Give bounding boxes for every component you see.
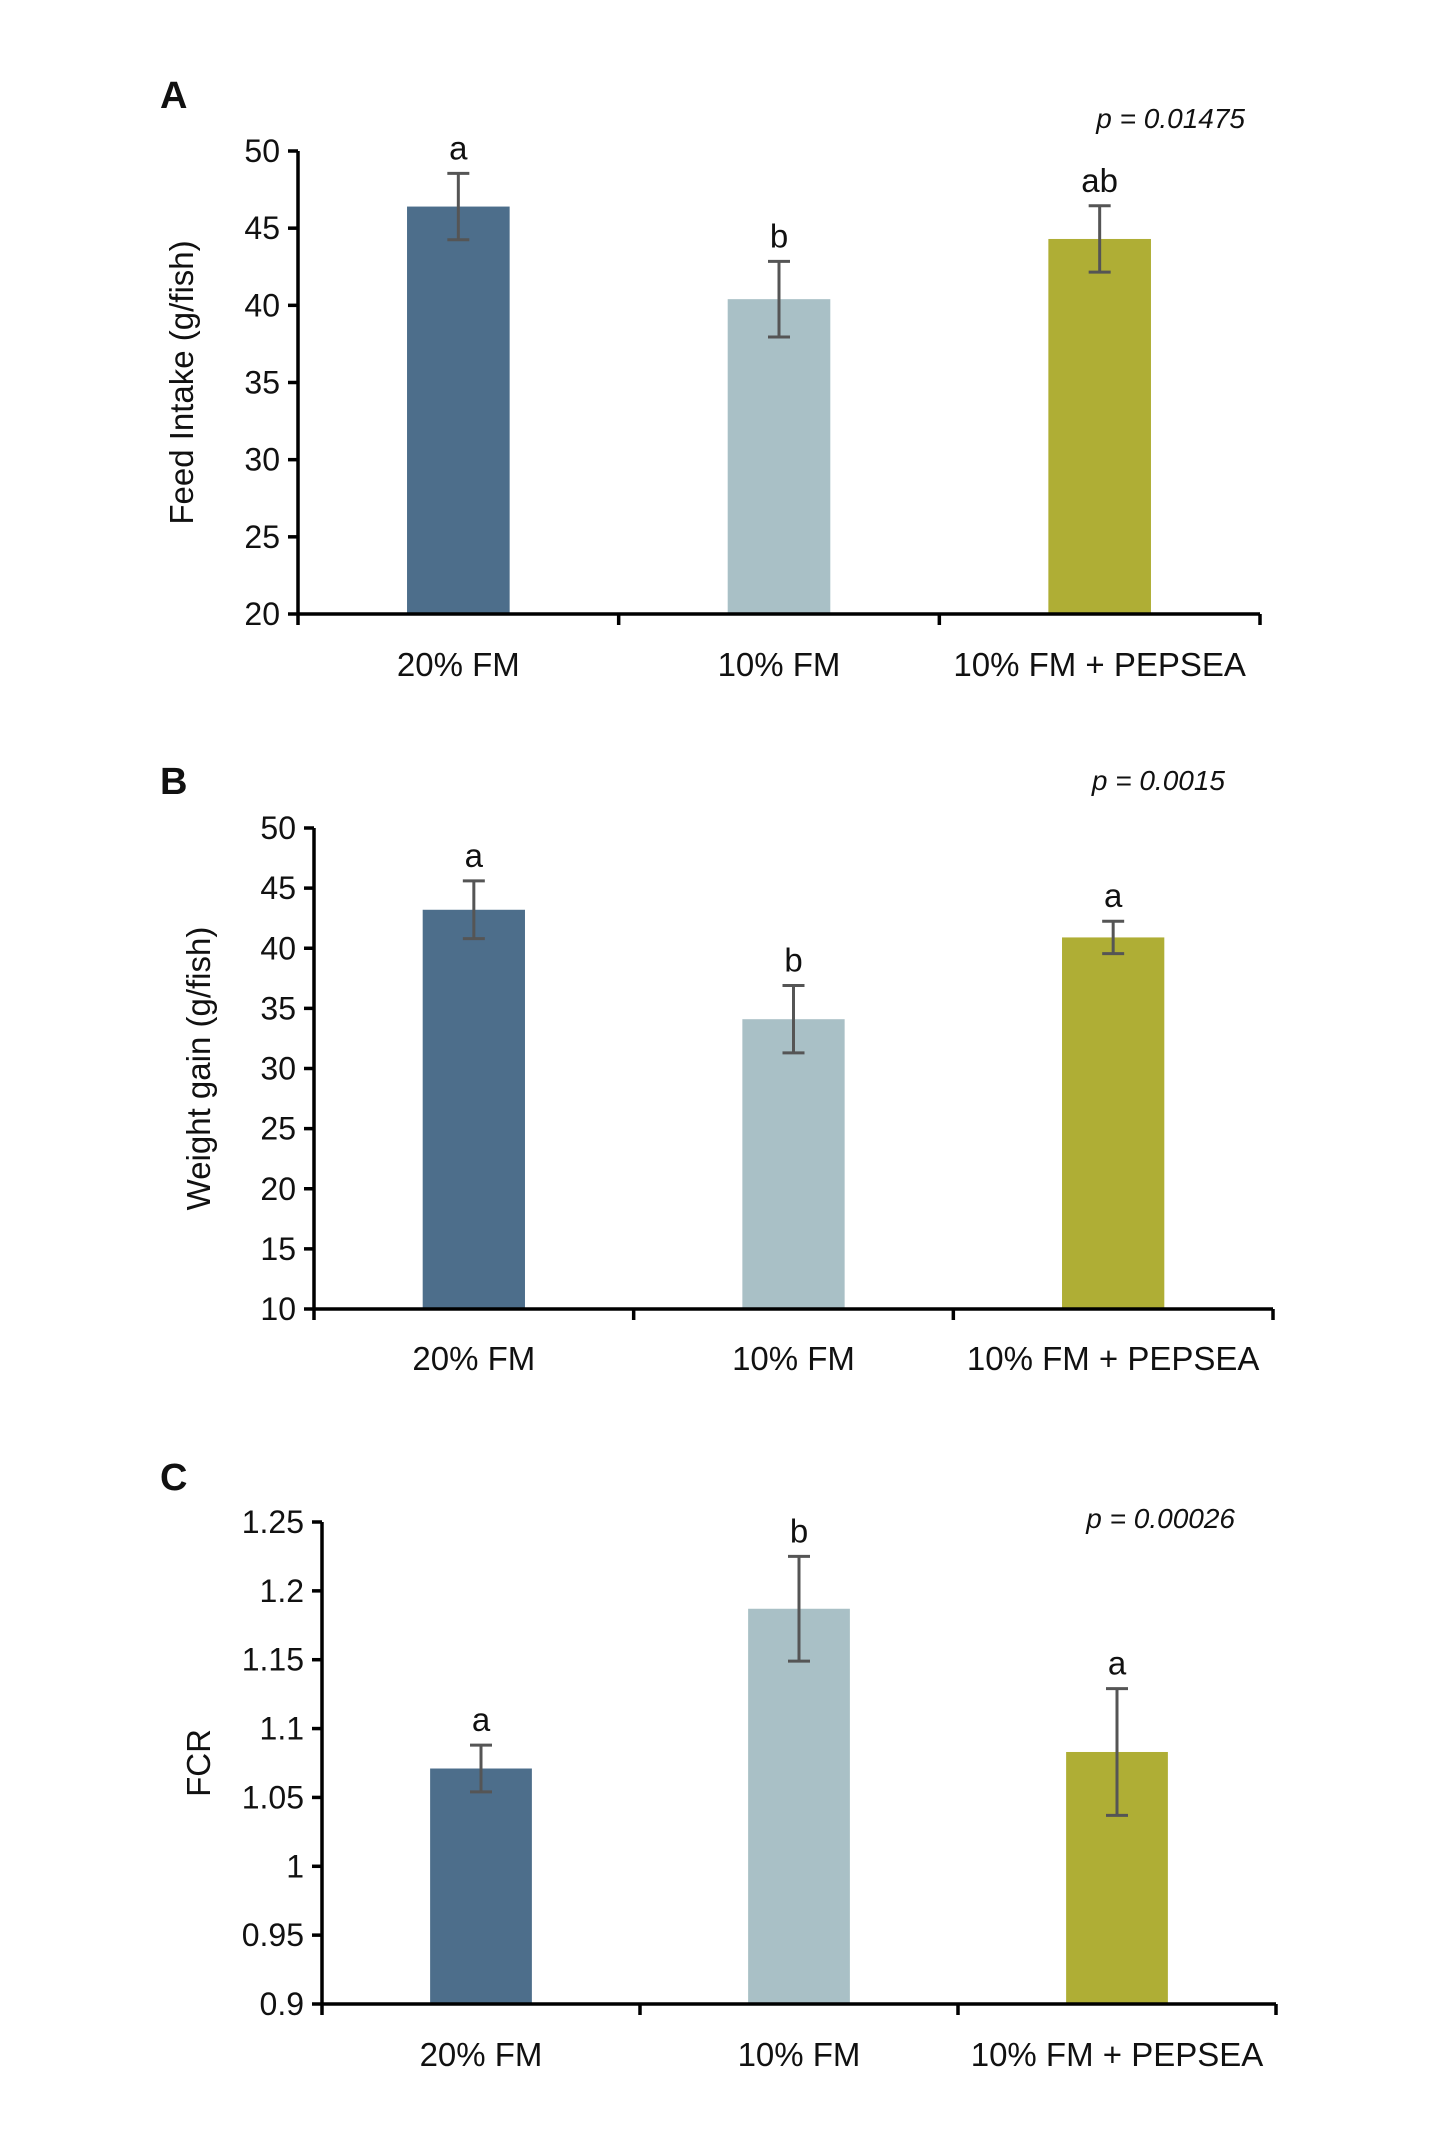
bar-1 (422, 909, 525, 1309)
y-tick-label: 25 (244, 519, 280, 555)
significance-letter: b (790, 1512, 808, 1549)
y-tick-label: 0.95 (242, 1917, 304, 1953)
y-tick-label: 20 (260, 1171, 296, 1207)
y-tick-label: 40 (244, 287, 280, 323)
axes (304, 826, 1275, 1320)
bar-1 (407, 206, 510, 614)
y-tick-label: 1.05 (242, 1779, 304, 1815)
y-tick-label: 45 (244, 210, 280, 246)
y-tick-label: 10 (260, 1291, 296, 1327)
p-value-annotation: p = 0.01475 (1095, 103, 1245, 134)
significance-letter: b (784, 942, 802, 979)
y-tick-label: 40 (260, 930, 296, 966)
p-value-annotation: p = 0.00026 (1085, 1503, 1235, 1534)
x-category-label: 20% FM (397, 646, 520, 683)
panel-letter: C (160, 1457, 187, 1499)
significance-letter: a (465, 837, 484, 874)
y-axis-title: Weight gain (g/fish) (180, 927, 217, 1211)
significance-letter: ab (1081, 162, 1118, 199)
p-value-annotation: p = 0.0015 (1091, 765, 1226, 796)
y-tick-label: 35 (244, 365, 280, 401)
y-tick-label: 1.15 (242, 1642, 304, 1678)
significance-letter: a (449, 129, 468, 166)
significance-letter: a (1104, 877, 1123, 914)
y-tick-label: 1.25 (242, 1504, 304, 1540)
y-tick-label: 1.1 (260, 1711, 304, 1747)
y-tick-label: 45 (260, 870, 296, 906)
error-bar-1 (447, 171, 470, 242)
y-axis-title: FCR (180, 1729, 217, 1797)
significance-letter: b (770, 217, 788, 254)
bar-2 (727, 299, 831, 614)
panel-letter: A (160, 75, 187, 117)
error-bar-1 (470, 1743, 492, 1794)
axes (312, 1520, 1278, 2015)
panel-letter: B (160, 761, 187, 803)
y-tick-label: 20 (244, 596, 280, 632)
y-tick-label: 30 (244, 442, 280, 478)
x-category-label: 10% FM (718, 646, 841, 683)
error-bar-2 (788, 1554, 810, 1663)
bar-2 (748, 1608, 850, 2004)
x-category-label: 10% FM + PEPSEA (971, 2036, 1264, 2073)
x-category-label: 10% FM + PEPSEA (953, 646, 1246, 683)
y-axis-title: Feed Intake (g/fish) (163, 240, 200, 524)
error-bar-3 (1088, 204, 1111, 274)
error-bar-3 (1106, 1687, 1128, 1817)
error-bar-1 (462, 879, 485, 941)
chart-panel-c: Cp = 0.00026 FCR a b a 0.9 0.95 1 1.05 1.1 1.15 1.2… (160, 1457, 1278, 2073)
x-category-label: 20% FM (412, 1340, 535, 1377)
y-tick-label: 30 (260, 1051, 296, 1087)
y-tick-label: 35 (260, 990, 296, 1026)
y-tick-label: 1 (286, 1848, 304, 1884)
significance-letter: a (1108, 1645, 1127, 1682)
x-category-label: 10% FM (732, 1340, 855, 1377)
y-tick-label: 15 (260, 1231, 296, 1267)
axes (288, 149, 1262, 625)
x-category-label: 20% FM (420, 2036, 543, 2073)
x-category-label: 10% FM (738, 2036, 861, 2073)
bar-2 (742, 1019, 845, 1309)
y-tick-label: 1.2 (260, 1573, 304, 1609)
y-tick-label: 50 (260, 810, 296, 846)
significance-letter: a (472, 1701, 491, 1738)
error-bar-3 (1102, 919, 1125, 956)
error-bar-2 (768, 259, 790, 339)
bar-1 (430, 1768, 532, 2004)
y-tick-label: 50 (244, 133, 280, 169)
x-category-label: 10% FM + PEPSEA (967, 1340, 1260, 1377)
bar-3 (1062, 937, 1165, 1309)
y-tick-label: 0.9 (260, 1986, 304, 2022)
bar-3 (1048, 238, 1151, 614)
y-tick-label: 25 (260, 1111, 296, 1147)
error-bar-2 (782, 984, 805, 1055)
